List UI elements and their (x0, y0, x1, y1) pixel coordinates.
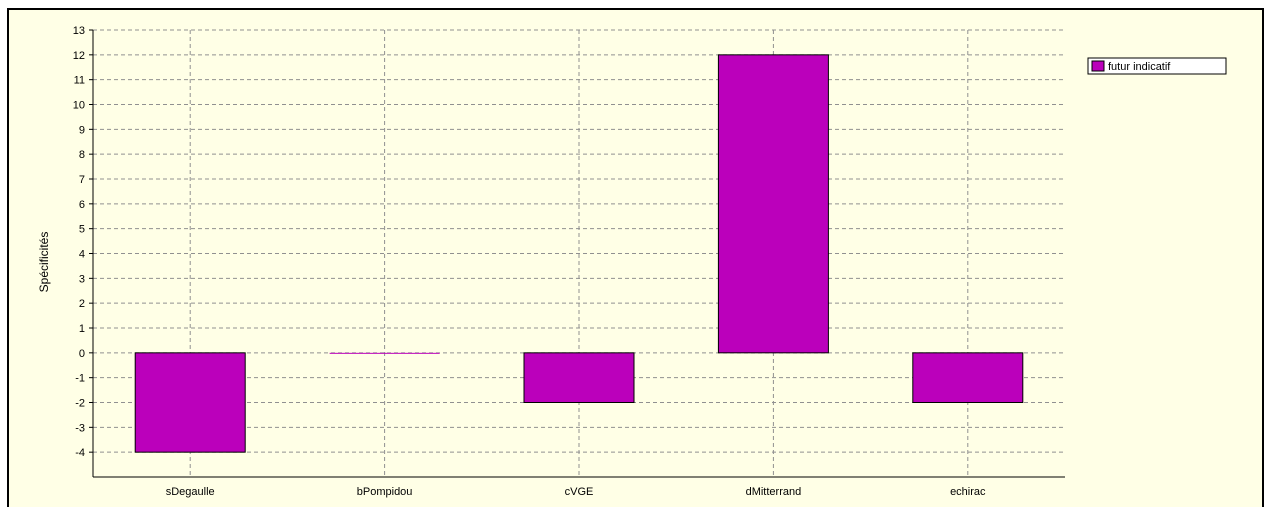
bar-bPompidou (329, 352, 440, 354)
category-label: dMitterrand (746, 486, 802, 498)
y-tick-label: 0 (79, 348, 85, 360)
y-tick-label: 13 (73, 25, 85, 37)
y-tick-label: 4 (79, 249, 85, 261)
y-tick-label: 12 (73, 50, 85, 62)
y-tick-label: -1 (75, 373, 85, 385)
category-label: echirac (950, 486, 986, 498)
category-labels: sDegaulle bPompidou cVGE dMitterrand echirac (166, 486, 986, 498)
y-tick-label: 9 (79, 124, 85, 136)
legend-swatch (1091, 60, 1105, 72)
bar-echirac (912, 352, 1024, 404)
y-tick-label: 7 (79, 174, 85, 186)
category-label: bPompidou (357, 486, 413, 498)
y-tick-label: 6 (79, 199, 85, 211)
axes (89, 29, 1065, 478)
y-tick-label: 3 (79, 273, 85, 285)
y-tick-label: 10 (73, 100, 85, 112)
y-tick-label: -4 (75, 447, 85, 459)
y-tick-label: -2 (75, 398, 85, 410)
y-tick-label: 2 (79, 298, 85, 310)
y-tick-label: 11 (74, 75, 85, 87)
bars (134, 54, 1024, 453)
y-tick-label: -3 (75, 422, 85, 434)
legend-box (1087, 57, 1227, 75)
category-label: sDegaulle (166, 486, 215, 498)
legend: futur indicatif (1087, 57, 1227, 75)
legend-label: futur indicatif (1108, 61, 1171, 73)
y-axis-title: Spécificités (37, 232, 51, 293)
y-tick-label: 5 (79, 224, 85, 236)
bar-cVGE (523, 352, 635, 404)
bar-dMitterrand (717, 54, 829, 354)
bar-sDegaulle (134, 352, 246, 453)
y-tick-label: 1 (79, 323, 85, 335)
category-label: cVGE (565, 486, 594, 498)
y-tick-label: 8 (79, 149, 85, 161)
